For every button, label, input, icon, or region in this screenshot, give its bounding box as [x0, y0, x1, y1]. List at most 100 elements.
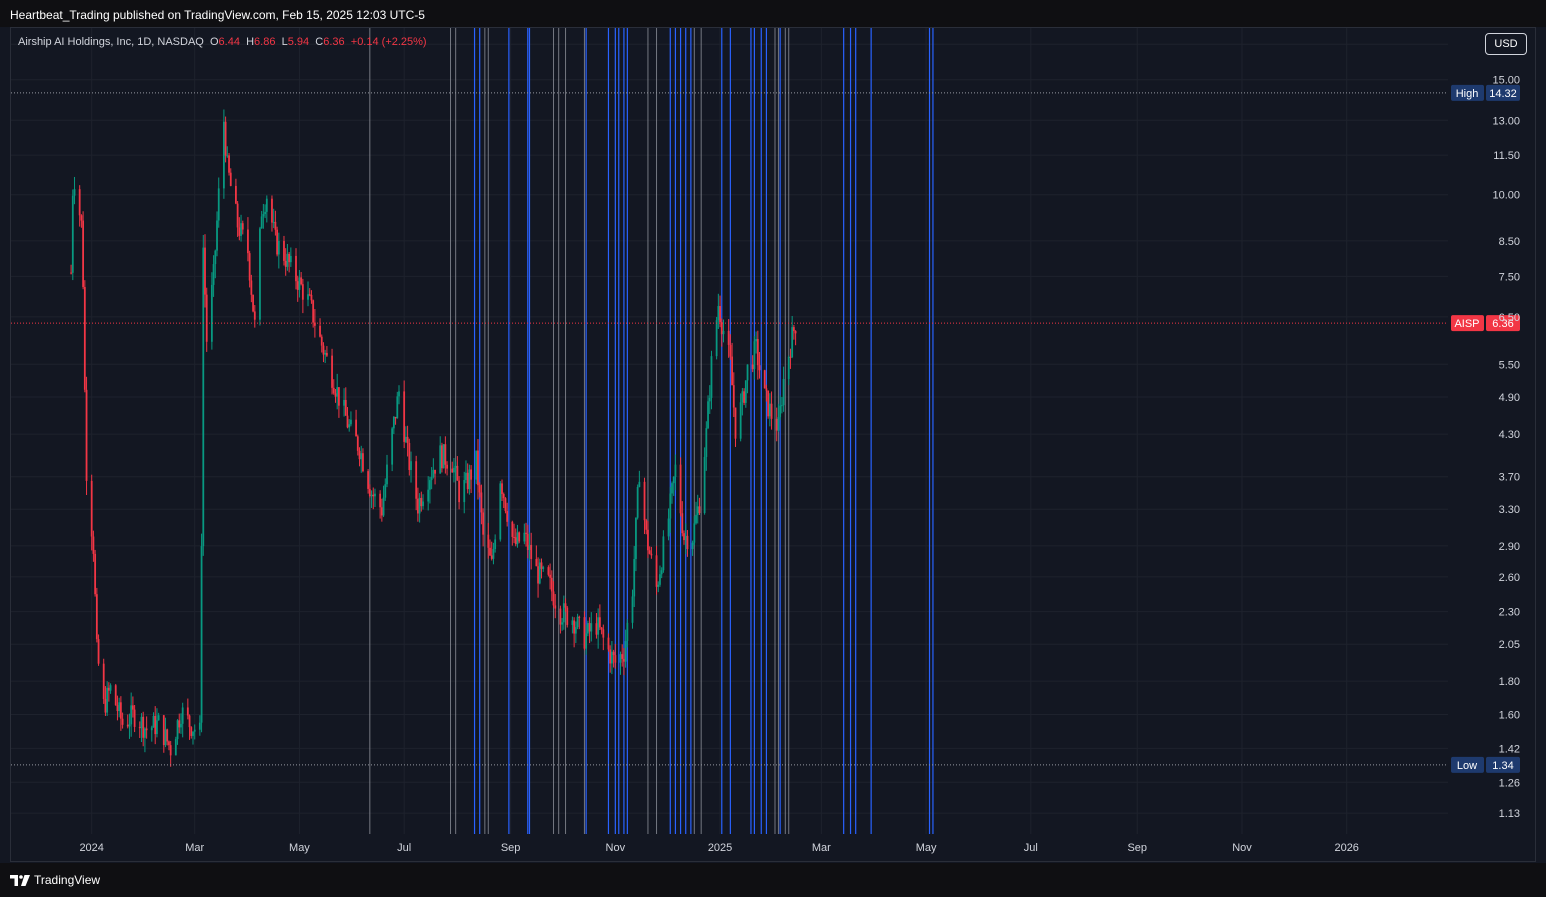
candle-body [763, 370, 766, 389]
candle-body [643, 481, 646, 521]
candle-body [775, 418, 778, 431]
candle-body [703, 457, 706, 514]
candle-body [456, 465, 459, 481]
last-price-label: AISP [1454, 318, 1479, 330]
candle-body [355, 419, 357, 437]
high-label: High [1456, 88, 1479, 100]
candle-body [442, 444, 445, 469]
candle-body [583, 617, 586, 649]
candle-body [550, 577, 553, 592]
candle-body [276, 229, 279, 255]
tradingview-logo[interactable]: TradingView [10, 872, 100, 888]
x-tick-label: May [289, 842, 310, 854]
x-tick-label: Jul [1024, 842, 1038, 854]
candle-body [732, 385, 735, 408]
candle-body [696, 506, 699, 515]
candle-body [348, 424, 351, 428]
candle-body [324, 352, 327, 355]
y-tick-label: 3.70 [1499, 472, 1520, 484]
y-tick-label: 2.30 [1499, 607, 1520, 619]
candle-body [162, 715, 165, 746]
candle-body [253, 311, 256, 320]
high-label-bg [1451, 84, 1484, 101]
candle-body [142, 716, 145, 738]
tradingview-brand: TradingView [34, 873, 101, 887]
x-axis[interactable]: 2024 Mar May Jul Sep Nov 2025 Mar May Jul Sep Nov 20… [79, 842, 1358, 854]
candle-body [552, 591, 555, 606]
candle-body [396, 396, 399, 419]
x-tick-label: Nov [606, 842, 626, 854]
candle-body [478, 485, 481, 493]
last-price-value: 6.36 [1492, 318, 1513, 330]
candle-body [235, 185, 237, 204]
candle-body [451, 468, 454, 473]
candle-body [578, 616, 581, 618]
candle-body [454, 465, 457, 468]
candle-body [286, 253, 289, 267]
y-tick-label: 2.60 [1499, 572, 1520, 584]
candle-body [487, 534, 490, 548]
candle-body [138, 726, 141, 729]
candle-body [157, 715, 160, 721]
candle-body [731, 356, 733, 386]
candle-body [107, 687, 110, 691]
candle-body [588, 623, 591, 632]
x-tick-label: Sep [1127, 842, 1147, 854]
candle-body [265, 198, 268, 212]
y-tick-label: 10.00 [1492, 190, 1520, 202]
candle-body [598, 617, 601, 628]
candle-body [252, 294, 254, 312]
candle-body [334, 393, 337, 397]
currency-selector[interactable]: USD [1485, 33, 1527, 55]
open-label: O [209, 36, 219, 48]
candle-body [715, 320, 718, 357]
candle-body [205, 294, 208, 342]
candle-body [260, 216, 263, 229]
candle-body [169, 745, 172, 756]
candle-body [283, 240, 285, 261]
candle-body [106, 687, 109, 713]
candle-body [535, 558, 538, 567]
candle-body [95, 594, 98, 640]
candle-body [109, 685, 112, 691]
symbol-legend[interactable]: Airship AI Holdings, Inc, 1D, NASDAQ O6.… [18, 36, 427, 48]
candle-body [480, 492, 483, 513]
high-value: 6.86 [254, 36, 276, 48]
x-tick-label: 2025 [708, 842, 732, 854]
y-axis[interactable]: 17.0015.0013.0011.5010.008.507.506.505.5… [1492, 39, 1520, 820]
candle-body [537, 566, 539, 584]
candle-body [250, 280, 253, 295]
candle-body [708, 397, 711, 402]
y-tick-label: 11.50 [1493, 150, 1520, 162]
x-tick-label: Nov [1232, 842, 1252, 854]
candle-body [504, 498, 507, 512]
candle-body [633, 559, 636, 597]
candle-body [295, 255, 297, 282]
y-tick-label: 2.05 [1499, 639, 1520, 651]
candle-body [707, 401, 709, 429]
candle-body [494, 539, 497, 550]
candle-body [645, 520, 648, 530]
candle-body [562, 603, 565, 623]
candle-body [727, 330, 730, 345]
candle-body [130, 705, 133, 725]
candle-body [307, 294, 309, 300]
candle-body [121, 718, 124, 725]
candle-body [382, 497, 385, 516]
candle-body [150, 727, 153, 731]
candle-body [430, 477, 433, 481]
candle-body [482, 512, 485, 535]
candle-body [178, 720, 181, 728]
candle-body [573, 620, 576, 634]
candle-body [501, 483, 503, 494]
candle-body [525, 532, 527, 534]
candle-body [710, 356, 713, 398]
candle-body [222, 121, 225, 189]
chart-frame[interactable] [10, 27, 1536, 862]
y-tick-label: 4.30 [1499, 429, 1520, 441]
candle-body [564, 603, 567, 608]
candle-body [621, 654, 624, 659]
candle-body [669, 493, 672, 519]
candle-body [787, 356, 790, 379]
